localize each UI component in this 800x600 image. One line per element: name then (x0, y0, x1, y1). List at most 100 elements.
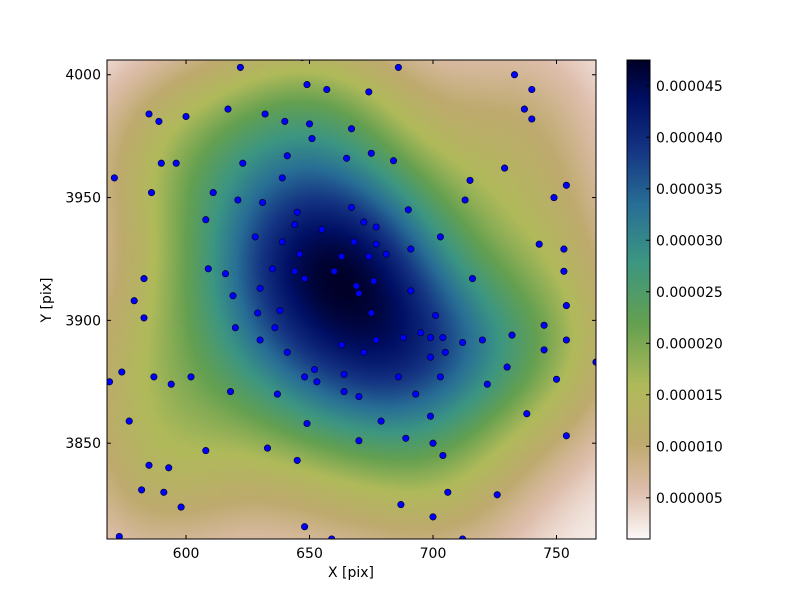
scatter-point (261, 110, 269, 118)
scatter-point (323, 85, 331, 94)
scatter-point (355, 289, 363, 297)
scatter-point (251, 233, 259, 241)
scatter-point (372, 240, 380, 248)
scatter-point (254, 309, 262, 317)
scatter-point (155, 117, 163, 125)
y-axis-label: Y [pix] (39, 278, 55, 324)
scatter-point (278, 238, 286, 246)
scatter-point (145, 461, 153, 469)
scatter-point (535, 240, 543, 248)
scatter-point (303, 419, 311, 428)
scatter-point (140, 314, 148, 322)
scatter-point (429, 439, 437, 447)
scatter-point (417, 329, 425, 337)
scatter-point (399, 334, 407, 342)
scatter-point (560, 267, 568, 275)
scatter-point (234, 196, 242, 204)
scatter-point (503, 363, 511, 371)
scatter-point (291, 267, 299, 275)
scatter-point (268, 265, 277, 273)
scatter-point (394, 373, 402, 381)
scatter-point (118, 368, 126, 376)
scatter-point (147, 189, 156, 197)
scatter-point (318, 225, 326, 234)
scatter-point (340, 388, 348, 396)
scatter-point (367, 149, 375, 157)
x-tick-label: 600 (173, 546, 200, 562)
x-axis-label: X [pix] (328, 565, 374, 581)
scatter-point (283, 348, 291, 356)
scatter-point (439, 334, 447, 342)
scatter-point (256, 284, 264, 292)
y-tick-label: 3950 (65, 191, 101, 207)
scatter-point (301, 275, 309, 283)
scatter-point (459, 338, 467, 347)
scatter-point (110, 174, 118, 182)
scatter-point (157, 159, 165, 167)
scatter-point (293, 456, 301, 464)
scatter-point (263, 444, 272, 452)
colorbar-gradient (627, 60, 650, 539)
scatter-point (271, 324, 279, 332)
scatter-point (402, 434, 410, 442)
colorbar-frame (626, 59, 651, 540)
scatter-point (187, 373, 195, 381)
scatter-point (510, 71, 519, 79)
scatter-point (177, 503, 185, 511)
scatter-point (540, 321, 548, 329)
scatter-point (278, 174, 286, 182)
scatter-point (291, 221, 299, 229)
scatter-point (397, 501, 405, 509)
scatter-point (301, 523, 309, 531)
colorbar-tick-label: 0.000005 (656, 491, 723, 507)
scatter-point (436, 373, 444, 381)
scatter-point (347, 125, 356, 133)
scatter-point (382, 250, 390, 258)
scatter-point (407, 287, 415, 295)
scatter-point (468, 275, 477, 283)
x-tick-label: 700 (420, 546, 447, 562)
scatter-point (310, 365, 319, 374)
scatter-point (259, 198, 267, 207)
scatter-point (426, 353, 435, 361)
scatter-point (338, 252, 346, 261)
scatter-point (562, 336, 570, 344)
scatter-point (224, 105, 232, 113)
colorbar-tick-label: 0.000010 (656, 439, 723, 455)
scatter-point (444, 488, 452, 496)
scatter-point (138, 486, 146, 494)
scatter-point (367, 309, 375, 317)
plot-area (106, 59, 597, 540)
scatter-point (483, 380, 491, 388)
colorbar-tick-label: 0.000040 (656, 130, 723, 146)
scatter-point (256, 336, 264, 344)
colorbar-tick-label: 0.000035 (656, 182, 723, 198)
scatter-point (301, 373, 309, 381)
scatter-point (552, 375, 561, 383)
scatter-point (429, 513, 437, 521)
scatter-point (140, 275, 148, 283)
y-axis: 3850 3900 3950 4000 (65, 68, 596, 452)
scatter-point (303, 81, 311, 89)
scatter-point (360, 218, 368, 226)
scatter-point (296, 250, 304, 258)
scatter-point (372, 336, 380, 344)
colorbar-tick-label: 0.000030 (656, 233, 723, 249)
scatter-point (528, 115, 536, 123)
scatter-point (461, 196, 469, 204)
scatter-point (281, 117, 289, 125)
scatter-point (550, 194, 558, 202)
scatter-point (125, 417, 133, 425)
scatter-point (355, 392, 363, 401)
scatter-point (412, 390, 420, 398)
scatter-point (562, 181, 570, 189)
scatter-point (305, 120, 314, 128)
scatter-point (407, 245, 415, 253)
scatter-point (283, 152, 291, 160)
x-tick-label: 750 (543, 546, 570, 562)
scatter-point (426, 412, 435, 420)
scatter-point (404, 206, 412, 214)
y-tick-label: 3850 (65, 436, 101, 452)
scatter-point (426, 334, 435, 342)
scatter-point (493, 491, 501, 499)
